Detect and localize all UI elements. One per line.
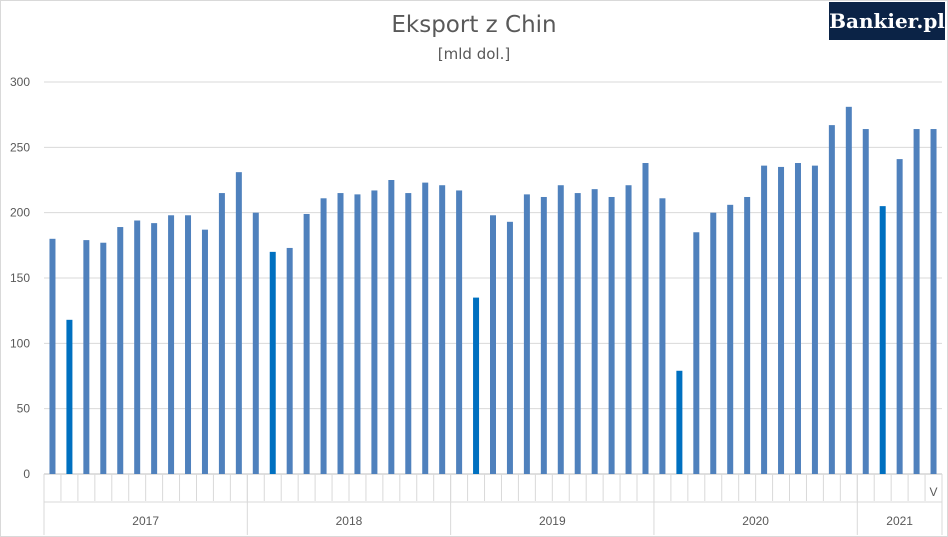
bar xyxy=(168,215,175,474)
bar xyxy=(218,193,225,475)
year-label: 2019 xyxy=(539,514,566,528)
bar xyxy=(337,193,344,475)
chart-subtitle: [mld dol.] xyxy=(437,45,511,63)
bar xyxy=(134,220,141,474)
bar xyxy=(778,166,785,474)
bar xyxy=(879,206,886,474)
bar xyxy=(490,215,496,474)
bar xyxy=(828,125,835,475)
bar xyxy=(642,163,649,474)
year-label: 2021 xyxy=(886,514,913,528)
bar xyxy=(744,196,751,474)
bar xyxy=(591,189,598,474)
bar xyxy=(303,213,310,474)
y-tick-label: 50 xyxy=(17,402,31,416)
y-tick-label: 250 xyxy=(10,140,30,154)
bar xyxy=(117,227,124,474)
bar xyxy=(405,193,412,475)
bar xyxy=(710,212,717,474)
bar xyxy=(185,215,192,474)
bar xyxy=(540,196,547,474)
bar xyxy=(506,221,513,474)
bar xyxy=(625,185,632,474)
last-month-label: V xyxy=(930,485,938,499)
bar xyxy=(354,194,361,474)
bar xyxy=(727,204,734,474)
y-tick-label: 200 xyxy=(10,206,30,220)
bar xyxy=(83,240,90,474)
bar xyxy=(862,129,869,475)
bar xyxy=(913,129,920,475)
bar xyxy=(269,251,276,474)
bar xyxy=(49,238,56,474)
bar xyxy=(676,370,683,474)
year-label: 2020 xyxy=(742,514,769,528)
bar xyxy=(930,129,937,475)
year-label: 2017 xyxy=(132,514,159,528)
bar xyxy=(151,223,158,474)
bar xyxy=(66,319,73,474)
bar xyxy=(557,185,564,474)
bar xyxy=(286,247,293,474)
bar xyxy=(523,194,530,474)
y-tick-label: 300 xyxy=(10,75,30,89)
year-label: 2018 xyxy=(336,514,363,528)
bar xyxy=(794,163,801,474)
bar xyxy=(439,185,446,474)
bar xyxy=(811,165,818,475)
bar xyxy=(574,193,581,475)
bar xyxy=(845,106,852,475)
bar xyxy=(422,182,429,474)
bar xyxy=(371,190,378,474)
bar xyxy=(761,165,768,475)
bar xyxy=(252,212,259,474)
bar xyxy=(100,242,107,474)
chart-title: Eksport z Chin xyxy=(391,12,557,38)
bar xyxy=(235,172,242,474)
y-tick-label: 0 xyxy=(23,467,30,481)
bar xyxy=(456,190,463,474)
bar xyxy=(388,180,395,474)
bankier-logo: Bankier.pl xyxy=(829,2,945,40)
bar xyxy=(473,297,480,474)
y-tick-label: 100 xyxy=(10,336,30,350)
bar xyxy=(320,198,327,474)
bar xyxy=(693,232,700,474)
bar xyxy=(608,196,615,474)
bar xyxy=(659,198,666,474)
y-tick-label: 150 xyxy=(10,271,30,285)
bar xyxy=(896,159,903,475)
bar xyxy=(201,229,208,474)
